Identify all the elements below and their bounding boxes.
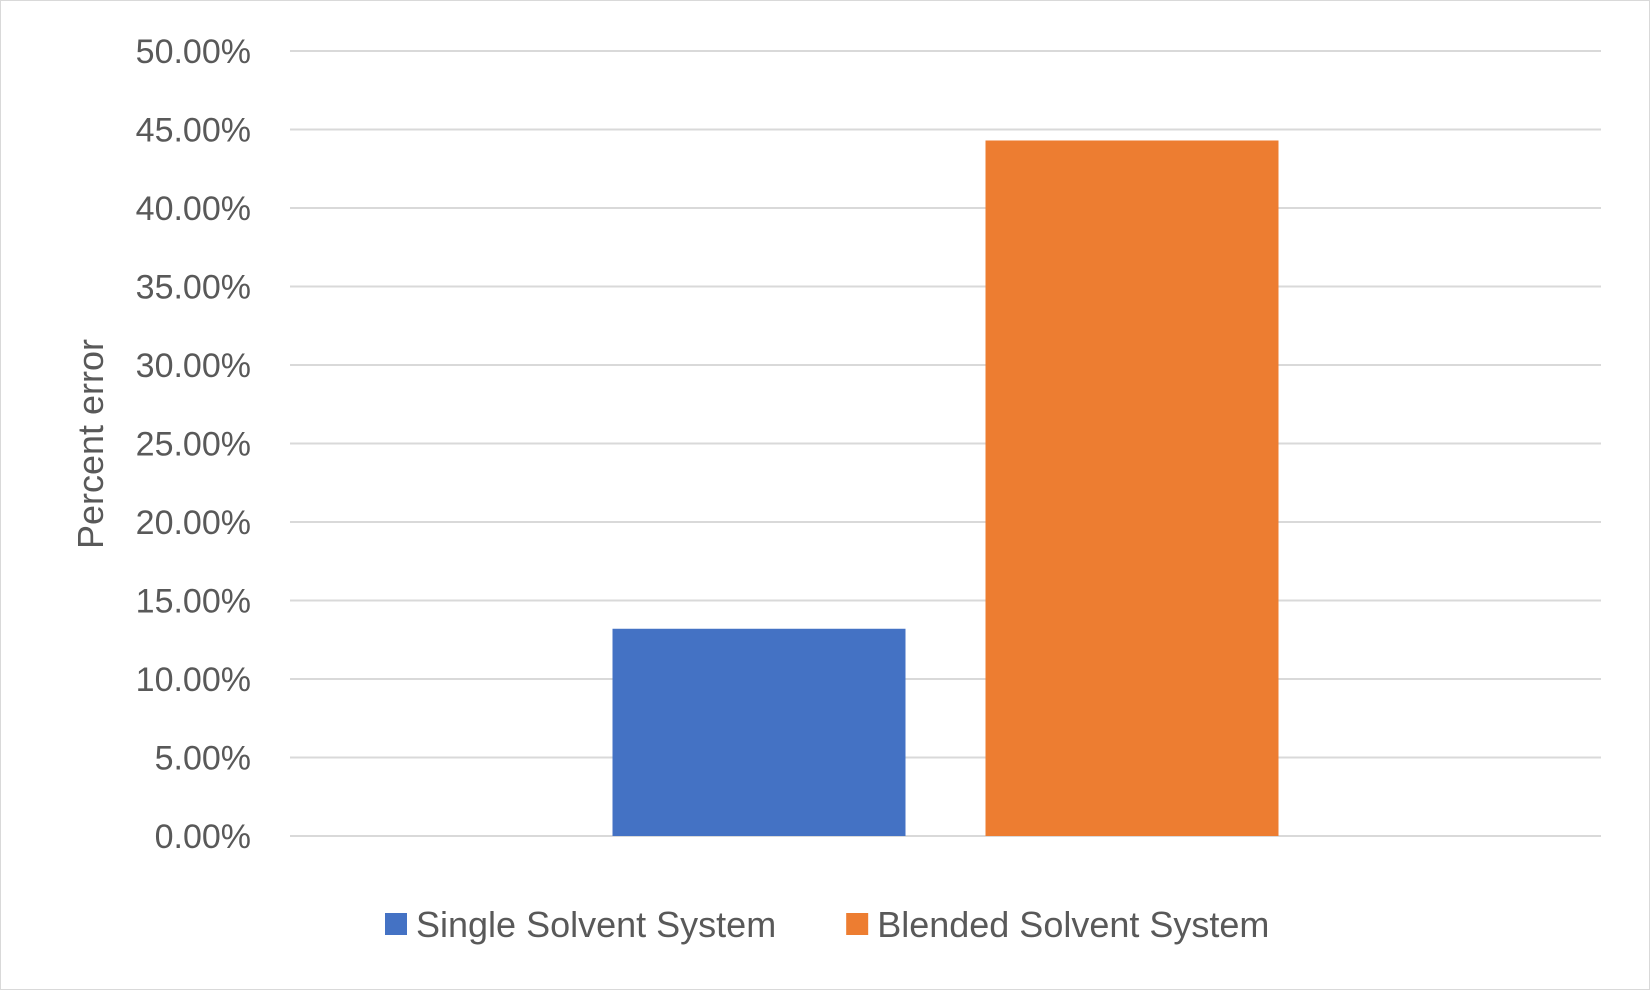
legend-label: Blended Solvent System	[877, 904, 1269, 945]
y-tick-label: 45.00%	[136, 112, 251, 150]
legend: Single Solvent System Blended Solvent Sys…	[385, 904, 1269, 945]
y-tick-label: 10.00%	[136, 661, 251, 699]
legend-swatch	[846, 913, 869, 935]
legend-swatch	[385, 913, 407, 935]
gridlines	[290, 50, 1601, 837]
bar-single-solvent-system	[612, 628, 906, 836]
y-tick-label: 25.00%	[136, 426, 251, 464]
bars	[612, 140, 1279, 837]
legend-label: Single Solvent System	[416, 904, 776, 945]
y-tick-label: 35.00%	[136, 269, 251, 307]
y-tick-label: 50.00%	[136, 33, 251, 71]
y-axis-title: Percent error	[70, 339, 111, 549]
y-tick-label: 30.00%	[136, 347, 251, 385]
y-tick-label: 40.00%	[136, 190, 251, 228]
y-axis-tick-labels: 0.00% 5.00% 10.00% 15.00% 20.00% 25.00% 30.00%…	[136, 33, 251, 856]
bar-blended-solvent-system	[985, 140, 1279, 837]
y-tick-label: 0.00%	[155, 818, 251, 856]
y-tick-label: 20.00%	[136, 504, 251, 542]
y-tick-label: 15.00%	[136, 583, 251, 621]
y-axis-title-group: Percent error	[70, 339, 111, 549]
y-tick-label: 5.00%	[155, 740, 251, 778]
